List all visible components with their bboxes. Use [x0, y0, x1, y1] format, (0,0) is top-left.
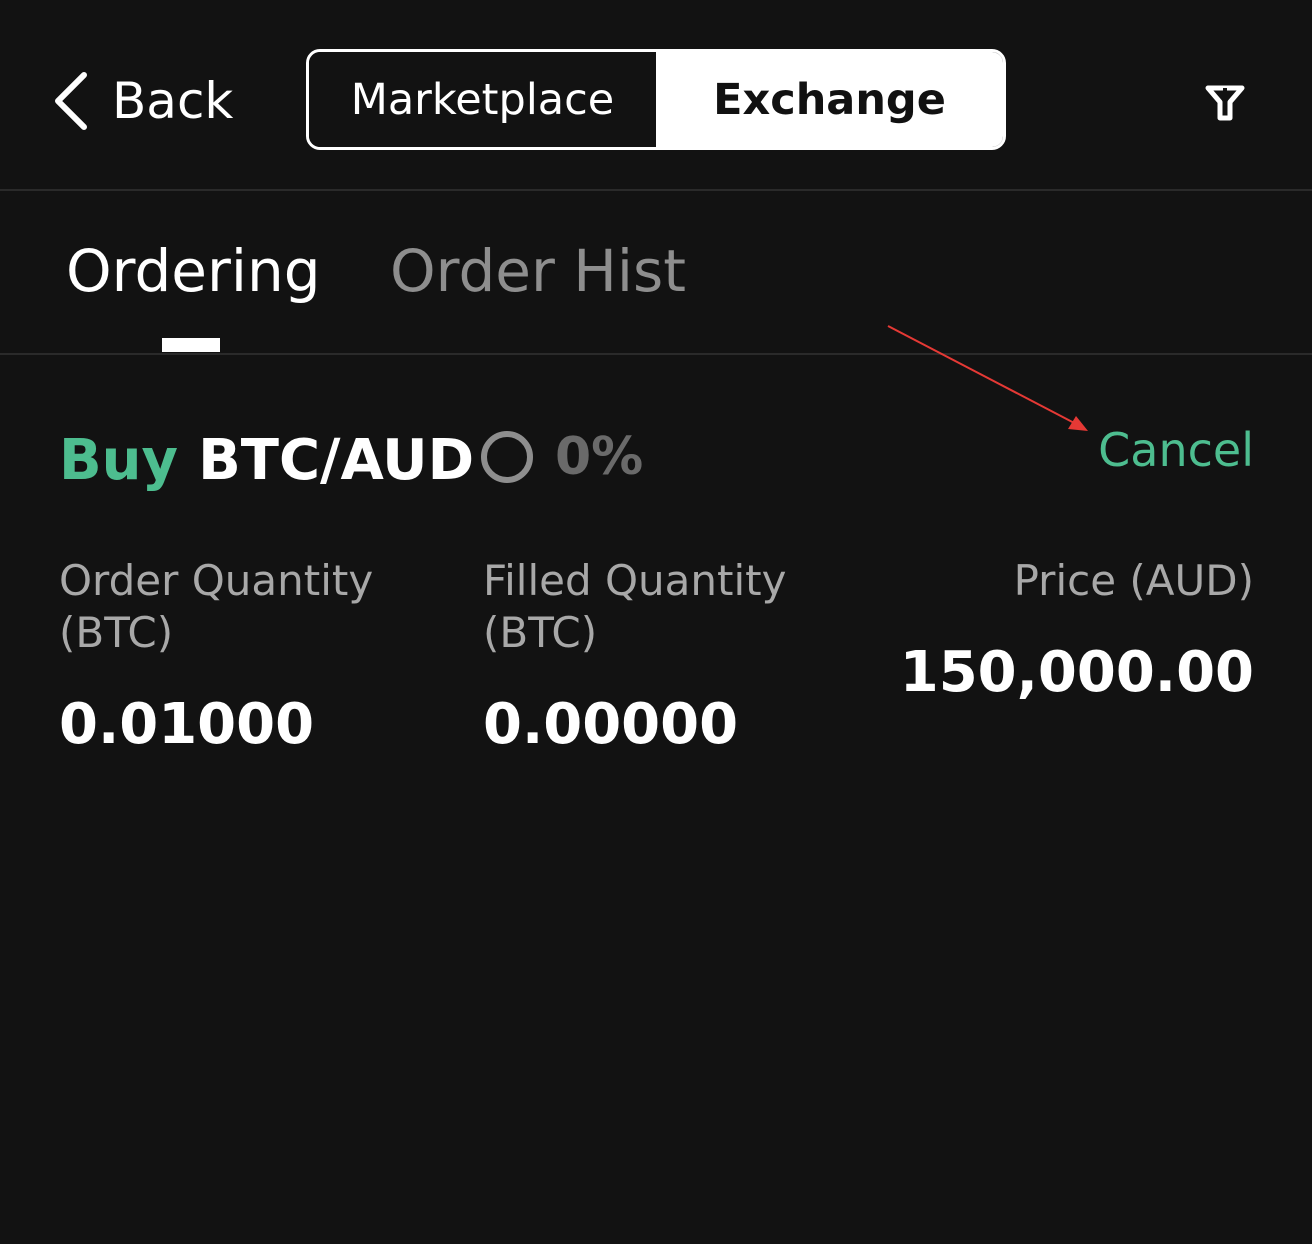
order-title: Buy BTC/AUD [59, 420, 474, 500]
segment-marketplace[interactable]: Marketplace [309, 52, 656, 147]
active-tab-indicator [162, 338, 220, 352]
filled-quantity-value: 0.00000 [483, 692, 739, 757]
segment-exchange[interactable]: Exchange [656, 52, 1003, 147]
progress-ring-icon [481, 431, 533, 483]
price-label: Price (AUD) [1013, 556, 1254, 605]
trading-pair: BTC/AUD [198, 427, 475, 493]
top-bar: Back Marketplace Exchange [0, 0, 1312, 191]
back-button[interactable]: Back [50, 66, 233, 136]
tab-order-hist[interactable]: Order Hist [390, 237, 686, 305]
order-quantity-label: Order Quantity (BTC) [59, 556, 374, 657]
fill-progress: 0% [481, 426, 643, 488]
order-side: Buy [59, 427, 179, 493]
filter-icon[interactable] [1204, 82, 1246, 124]
order-quantity-value: 0.01000 [59, 692, 315, 757]
price-value: 150,000.00 [899, 640, 1254, 705]
back-label: Back [112, 72, 234, 130]
order-tabs: Ordering Order Hist [0, 191, 1312, 355]
cancel-order-button[interactable]: Cancel [1098, 423, 1254, 477]
chevron-left-icon [55, 72, 87, 130]
filled-quantity-label: Filled Quantity (BTC) [483, 556, 787, 657]
market-segmented-control: Marketplace Exchange [306, 49, 1006, 150]
progress-percent: 0% [555, 427, 644, 487]
tab-ordering[interactable]: Ordering [66, 237, 321, 305]
